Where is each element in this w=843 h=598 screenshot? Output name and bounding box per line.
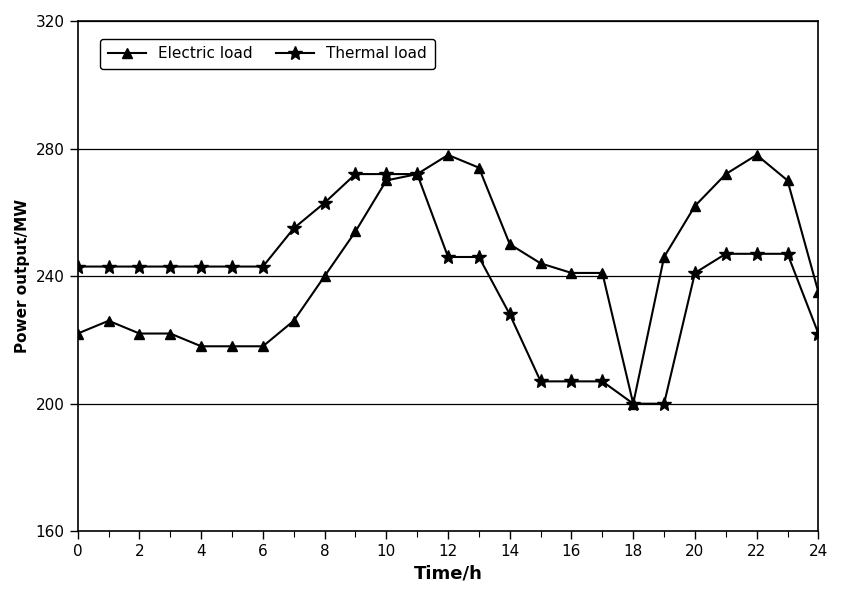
Electric load	[351, 228, 361, 235]
Electric load	[659, 254, 669, 261]
Electric load	[566, 269, 577, 276]
Thermal load	[505, 311, 515, 318]
Electric load	[381, 177, 391, 184]
Thermal load	[690, 269, 700, 276]
Thermal load	[443, 254, 454, 261]
Electric load	[752, 151, 762, 158]
Electric load	[690, 202, 700, 209]
X-axis label: Time/h: Time/h	[414, 565, 482, 583]
Thermal load	[351, 170, 361, 178]
Electric load	[227, 343, 237, 350]
Line: Electric load: Electric load	[72, 150, 824, 408]
Thermal load	[752, 250, 762, 257]
Electric load	[782, 177, 792, 184]
Thermal load	[598, 378, 608, 385]
Electric load	[288, 317, 298, 324]
Thermal load	[165, 263, 175, 270]
Thermal load	[227, 263, 237, 270]
Thermal load	[721, 250, 731, 257]
Electric load	[258, 343, 268, 350]
Thermal load	[566, 378, 577, 385]
Electric load	[196, 343, 207, 350]
Electric load	[598, 269, 608, 276]
Thermal load	[535, 378, 545, 385]
Thermal load	[628, 400, 638, 407]
Thermal load	[134, 263, 144, 270]
Electric load	[165, 330, 175, 337]
Legend: Electric load, Thermal load: Electric load, Thermal load	[100, 39, 435, 69]
Thermal load	[196, 263, 207, 270]
Electric load	[443, 151, 454, 158]
Thermal load	[782, 250, 792, 257]
Electric load	[134, 330, 144, 337]
Thermal load	[319, 199, 330, 206]
Thermal load	[412, 170, 422, 178]
Thermal load	[104, 263, 114, 270]
Electric load	[813, 288, 824, 295]
Thermal load	[288, 225, 298, 232]
Thermal load	[72, 263, 83, 270]
Electric load	[628, 400, 638, 407]
Line: Thermal load: Thermal load	[71, 167, 825, 411]
Electric load	[474, 164, 484, 171]
Electric load	[104, 317, 114, 324]
Thermal load	[474, 254, 484, 261]
Electric load	[721, 170, 731, 178]
Electric load	[72, 330, 83, 337]
Thermal load	[258, 263, 268, 270]
Y-axis label: Power output/MW: Power output/MW	[15, 199, 30, 353]
Electric load	[319, 273, 330, 280]
Thermal load	[659, 400, 669, 407]
Thermal load	[813, 330, 824, 337]
Thermal load	[381, 170, 391, 178]
Electric load	[412, 170, 422, 178]
Electric load	[535, 260, 545, 267]
Electric load	[505, 240, 515, 248]
